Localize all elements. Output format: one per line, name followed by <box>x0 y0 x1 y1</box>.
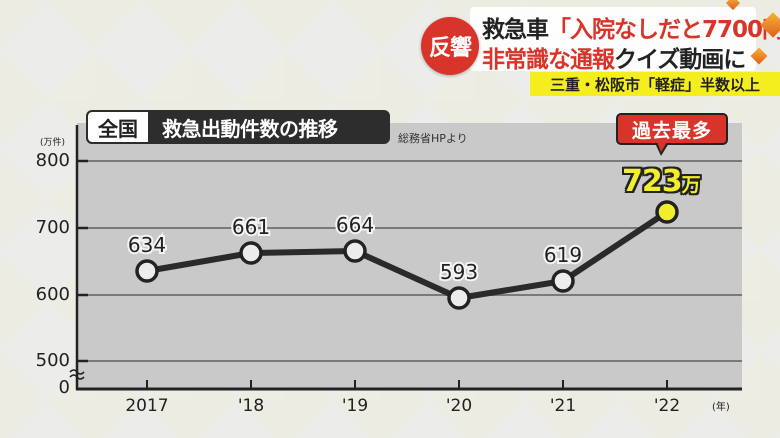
highlight-number: 723 <box>622 164 683 199</box>
gridlines <box>77 160 742 362</box>
data-labels: 634 661 664 593 619 <box>126 211 584 286</box>
highlight-unit: 万 <box>681 174 701 196</box>
headline-box <box>470 7 756 71</box>
y-tick-marks <box>77 159 88 363</box>
plot-area <box>77 123 742 389</box>
y-tick-600: 600 <box>35 284 70 305</box>
x-axis-unit: (年) <box>712 402 730 413</box>
y-tick-500: 500 <box>35 350 70 371</box>
y-tick-800: 800 <box>35 150 70 171</box>
x-tick-22: '22 <box>653 396 681 416</box>
chart-title-text: 救急出動件数の推移 <box>162 116 338 141</box>
series-line <box>146 209 669 301</box>
headline-line-1-red: 「入院なしだと7700円」 <box>548 17 780 43</box>
y-tick-700: 700 <box>35 217 70 238</box>
news-headline: 反響 救急車「入院なしだと7700円」 非常識な通報クイズ動画に 三重・松阪市「… <box>412 0 780 96</box>
x-tick-marks <box>146 380 668 389</box>
headline-line-2-red: 非常識な通報 <box>482 47 615 73</box>
reaction-badge: 反響 <box>421 17 479 75</box>
x-tick-2017: 2017 <box>125 396 169 416</box>
x-tick-18: '18 <box>237 396 265 416</box>
data-markers <box>135 200 679 310</box>
svg-text:593: 593 <box>440 260 478 284</box>
x-tick-19: '19 <box>341 396 369 416</box>
axis-break-icon <box>69 369 85 380</box>
svg-text:634: 634 <box>128 233 166 257</box>
svg-text:661: 661 <box>232 215 270 239</box>
chart-title: 全国 救急出動件数の推移 <box>86 110 390 144</box>
headline-subtitle: 三重・松阪市「軽症」半数以上 <box>530 72 780 96</box>
svg-text:664: 664 <box>336 213 374 237</box>
record-high-callout: 過去最多 <box>616 113 728 145</box>
headline-line-2-black: クイズ動画に <box>614 47 746 73</box>
highlight-value: 723万 <box>622 164 701 199</box>
callout-pointer-fill <box>657 142 667 152</box>
headline-line-2: 非常識な通報クイズ動画に <box>482 40 746 74</box>
headline-line-1: 救急車「入院なしだと7700円」 <box>482 10 780 44</box>
y-axis-unit: (万件) <box>40 138 66 148</box>
source-note: 総務省HPより <box>398 132 468 145</box>
region-tag: 全国 <box>88 112 148 142</box>
x-tick-21: '21 <box>549 396 577 416</box>
x-tick-20: '20 <box>445 396 473 416</box>
y-tick-0: 0 <box>58 377 70 398</box>
svg-text:619: 619 <box>544 243 582 267</box>
headline-line-1-black: 救急車 <box>482 17 549 43</box>
